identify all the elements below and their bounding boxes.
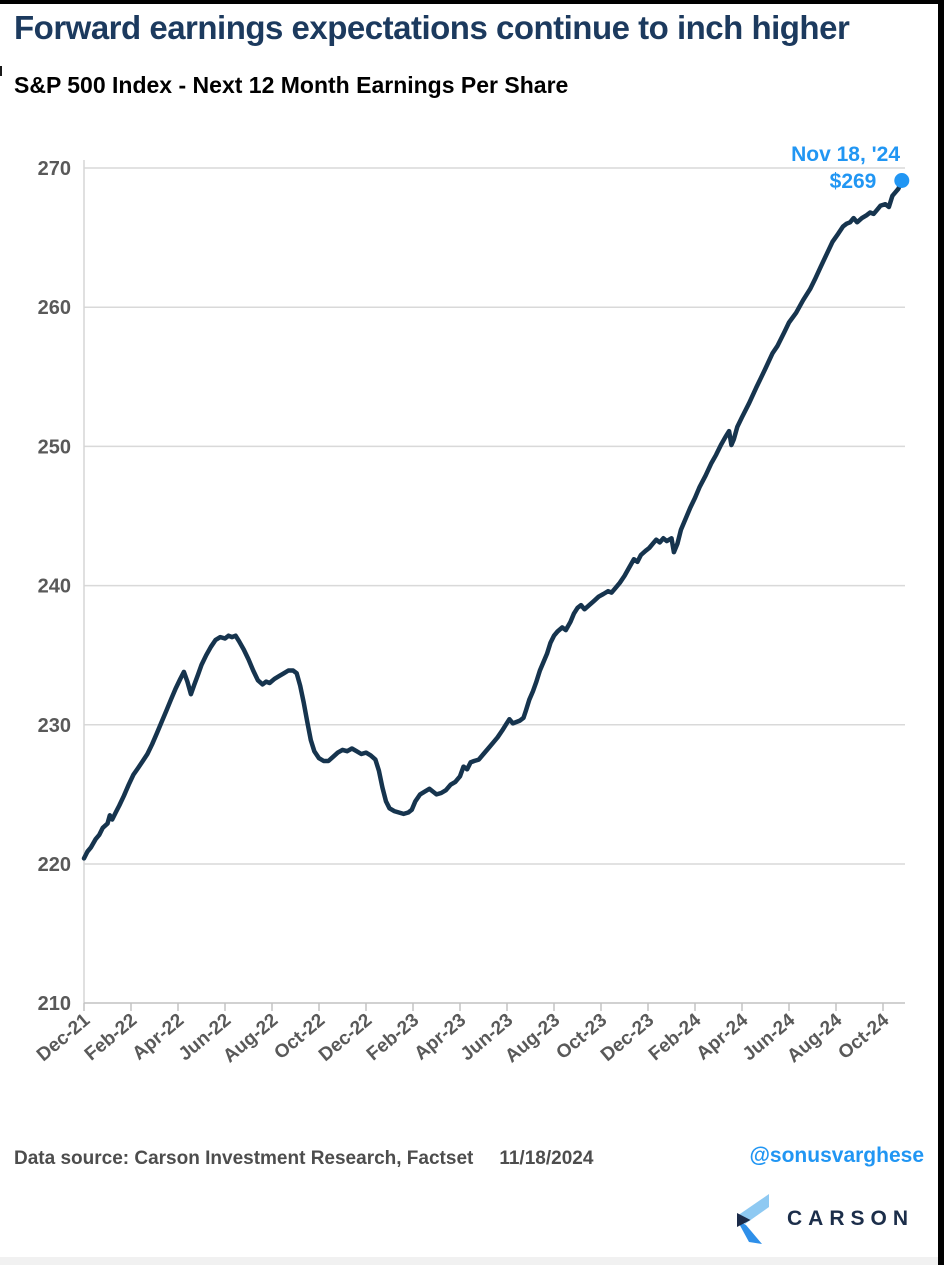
annotation-value: $269	[830, 170, 877, 193]
bottom-strip	[0, 1257, 938, 1265]
logo-triangle	[737, 1213, 751, 1227]
edge-artifact	[0, 66, 2, 76]
carson-logo-mark-icon	[737, 1194, 769, 1244]
logo-bottom-band	[737, 1220, 762, 1244]
x-tick-label-Dec-21: Dec-21	[33, 1009, 95, 1065]
carson-logo: CARSON	[736, 1194, 914, 1244]
x-tick-label-Dec-23: Dec-23	[597, 1010, 658, 1066]
y-tick-label-210: 210	[38, 993, 71, 1015]
y-tick-label-230: 230	[38, 715, 71, 737]
x-tick-label-Feb-22: Feb-22	[81, 1010, 141, 1065]
x-tick-label-Apr-23: Apr-23	[411, 1010, 471, 1065]
footer: Data source: Carson Investment Research,…	[14, 1148, 593, 1170]
y-tick-label-270: 270	[38, 158, 71, 180]
y-tick-label-240: 240	[38, 576, 71, 598]
x-tick-label-Dec-22: Dec-22	[315, 1010, 376, 1066]
logo-top-band	[737, 1194, 769, 1224]
y-tick-label-260: 260	[38, 297, 71, 319]
data-source-text: Data source: Carson Investment Research,…	[14, 1148, 474, 1169]
latest-point-marker	[894, 173, 910, 188]
y-tick-label-250: 250	[38, 436, 71, 458]
x-tick-label-Oct-24: Oct-24	[834, 1009, 893, 1063]
x-tick-label-Feb-24: Feb-24	[645, 1009, 706, 1065]
x-tick-label-Aug-24: Aug-24	[783, 1009, 846, 1067]
annotation-date: Nov 18, '24	[791, 143, 900, 166]
right-border	[938, 0, 944, 1265]
footer-date: 11/18/2024	[499, 1148, 594, 1169]
eps-line-chart: 210220230240250260270Dec-21Feb-22Apr-22J…	[33, 143, 910, 1067]
top-border	[0, 0, 944, 4]
x-tick-label-Apr-22: Apr-22	[129, 1010, 189, 1065]
chart-subtitle: S&P 500 Index - Next 12 Month Earnings P…	[14, 72, 569, 98]
y-tick-label-220: 220	[38, 854, 71, 876]
page-title: Forward earnings expectations continue t…	[14, 9, 850, 46]
carson-logo-text: CARSON	[787, 1207, 915, 1230]
social-handle: @sonusvarghese	[749, 1144, 924, 1167]
eps-series-line	[81, 178, 905, 861]
x-tick-label-Feb-23: Feb-23	[363, 1010, 423, 1065]
